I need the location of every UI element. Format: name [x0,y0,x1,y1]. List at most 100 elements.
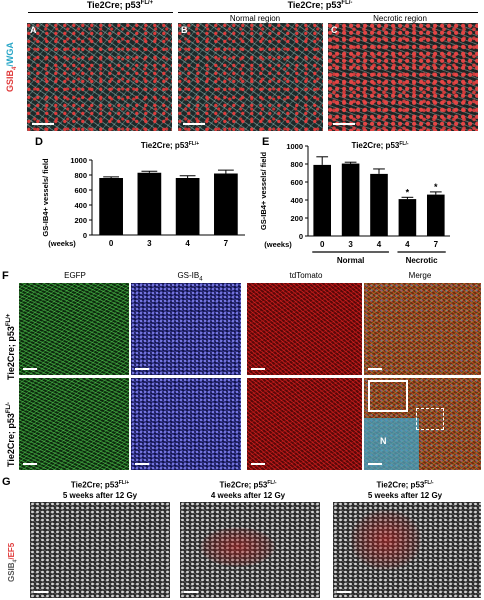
col-label-tdtomato: tdTomato [289,271,323,280]
inset-box-solid [368,380,408,412]
chart-e-ytick-label-3: 600 [290,178,303,187]
chart-e-xtick-label-2: 4 [377,240,382,249]
chart-d-ytick-label-2: 400 [74,201,87,210]
g-col2-sup: FL/- [267,480,277,486]
panel-letter-f: F [2,270,9,282]
scale-bar-f2a [23,463,37,465]
stain-label-g-sub: 4 [12,559,19,563]
col-label-gsib4: GS-IB4 [140,271,240,283]
scale-bar-g1 [34,591,48,593]
chart-d-ytick-label-5: 1000 [70,156,87,165]
micrograph-g2 [180,502,320,598]
header-ko: Tie2Cre; p53FL/- [250,0,390,10]
chart-d-ytick-label-0: 0 [83,231,87,240]
row-label-f2: Tie2Cre; p53FL/- [6,402,16,467]
micrograph-f-egfp-row2 [19,378,129,470]
micrograph-a: A [27,23,172,131]
panel-letter-d: D [35,136,43,148]
chart-d-title-sup: FL/+ [189,141,199,147]
chart-e-ytick-label-1: 200 [290,214,303,223]
header-control: Tie2Cre; p53FL/+ [60,0,180,10]
chart-d-bar-1 [137,172,162,235]
g-col3-line2: 5 weeks after 12 Gy [367,490,443,500]
scale-bar-f2d [368,463,382,465]
row-label-f2-main: Tie2Cre; p53 [6,413,16,467]
g-col3-title: Tie2Cre; p53FL/- 5 weeks after 12 Gy [330,478,480,501]
panel-letter-g: G [2,476,11,488]
chart-e-xtick-label-1: 3 [348,240,353,249]
stain-label-g-gsib: GSIB [7,562,16,582]
chart-e-bar-3 [398,199,417,236]
row-label-f2-sup: FL/- [6,402,12,414]
chart-e-xtick-label-4: 7 [434,240,439,249]
necrotic-marker-n: N [380,436,387,446]
chart-e-title: Tie2Cre; p53FL/- [351,141,408,150]
bar-chart-d: Tie2Cre; p53FL/+ 0 200 400 600 800 1000 GS-IB4+… [41,141,245,248]
scale-bar-f2c [251,463,265,465]
chart-d-title: Tie2Cre; p53FL/+ [141,141,199,150]
chart-e-sig-4: * [434,182,438,192]
g-col1-line2: 5 weeks after 12 Gy [62,490,138,500]
chart-e-weeks-label: (weeks) [264,240,292,249]
stain-label-abc: GSIB4/WGA [5,42,18,92]
chart-e-title-sup: FL/- [399,141,408,147]
chart-e-bar-0 [313,164,332,236]
panel-letter-c: C [331,25,338,35]
chart-d-title-main: Tie2Cre; p53 [141,141,189,150]
chart-e-title-main: Tie2Cre; p53 [351,141,399,150]
stain-label-sub: 4 [11,66,18,70]
g-col1-title: Tie2Cre; p53FL/+ 5 weeks after 12 Gy [30,478,170,501]
micrograph-f-tdtomato-row2 [247,378,362,470]
scale-bar-f1c [251,368,265,370]
chart-d-ylabel: GS-IB4+ vessels/ field [41,158,50,237]
scale-bar-b [183,123,205,125]
micrograph-g3 [333,502,481,598]
g-col3-sup: FL/- [424,480,434,486]
panel-letter-b: B [181,25,188,35]
row-label-f1: Tie2Cre; p53FL/+ [6,314,16,380]
panel-letter-a: A [30,25,37,35]
stain-label-gsib: GSIB [5,69,15,92]
g-col1-sup: FL/+ [118,480,130,486]
scale-bar-g3 [337,591,351,593]
row-label-f1-sup: FL/+ [6,313,12,327]
chart-e-ytick-label-5: 1000 [286,142,303,151]
scale-bar-f2b [135,463,149,465]
chart-d-bar-3 [214,173,238,235]
micrograph-f-tdtomato-row1 [247,283,362,375]
g-col1-line1: Tie2Cre; p53 [70,480,119,490]
chart-e-ytick-label-0: 0 [299,232,303,241]
bar-chart-e: Tie2Cre; p53FL/- 0 200 400 600 800 1000 GS-IB4+… [259,141,450,265]
header-necrotic-region: Necrotic region [373,14,427,23]
micrograph-f-gsib4-row2 [131,378,241,470]
scale-bar-c [333,123,355,125]
micrograph-b: B [178,23,323,131]
micrograph-g1 [30,502,170,598]
inset-box-dashed [416,408,444,430]
panel-letter-e: E [262,136,270,148]
chart-e-xtick-label-0: 0 [320,240,325,249]
header-ko-sup: FL/- [341,0,353,6]
micrograph-f-gsib4-row1 [131,283,241,375]
header-control-sup: FL/+ [140,0,154,6]
micrograph-f-merge-row2: N [364,378,481,470]
chart-e-bar-1 [341,163,360,236]
chart-d-ytick-label-1: 200 [74,216,87,225]
chart-e-sig-3: * [406,187,410,197]
col-label-gsib4-sub: 4 [199,276,203,283]
chart-d-ytick-label-4: 800 [74,171,87,180]
chart-e-group-necrotic-label: Necrotic [406,256,439,265]
ef5-hypoxia-region-g2 [200,527,275,567]
chart-e-group-normal-label: Normal [337,256,365,265]
ef5-hypoxia-region-g3 [351,510,421,570]
row-label-f1-main: Tie2Cre; p53 [6,326,16,380]
chart-d-xtick-label-0: 0 [109,239,114,248]
chart-e-ytick-label-4: 800 [290,160,303,169]
g-col2-line2: 4 weeks after 12 Gy [210,490,286,500]
chart-e-xtick-label-3: 4 [405,240,410,249]
chart-d-ytick-label-3: 600 [74,186,87,195]
scale-bar-f1a [23,368,37,370]
scale-bar-f1d [368,368,382,370]
stain-label-wga: /WGA [5,42,15,67]
scale-bar-g2 [184,591,198,593]
